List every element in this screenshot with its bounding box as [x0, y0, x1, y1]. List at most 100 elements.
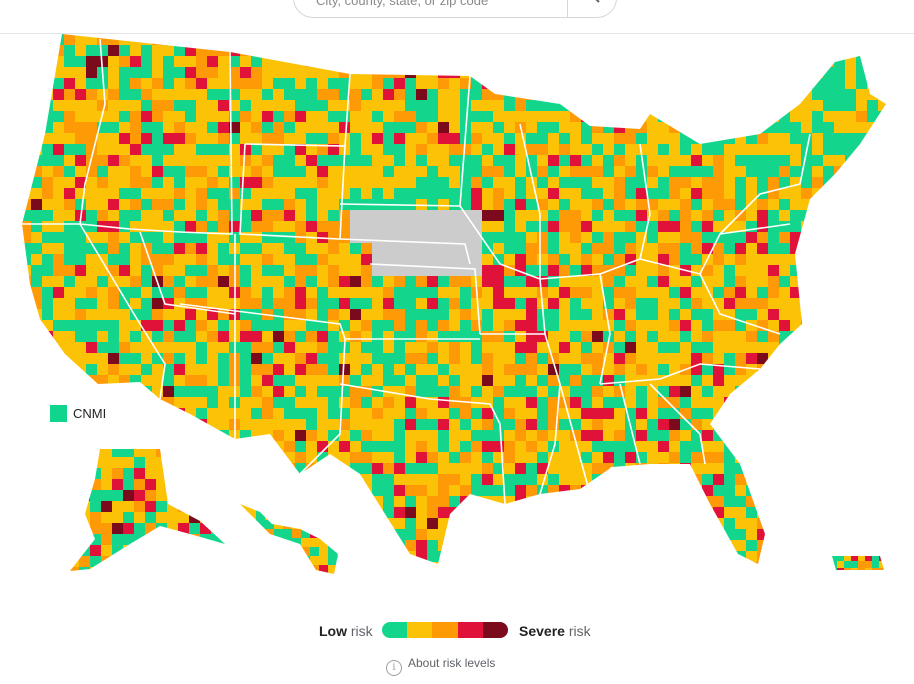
county-cell[interactable]: [559, 45, 571, 57]
county-cell[interactable]: [196, 254, 208, 266]
county-cell[interactable]: [295, 166, 307, 178]
county-cell[interactable]: [878, 67, 889, 79]
county-cell[interactable]: [20, 144, 32, 156]
county-cell[interactable]: [119, 254, 131, 266]
county-cell[interactable]: [394, 89, 406, 101]
county-cell[interactable]: [790, 243, 802, 255]
county-cell[interactable]: [163, 540, 175, 552]
county-cell[interactable]: [691, 166, 703, 178]
county-cell[interactable]: [141, 397, 153, 409]
county-cell[interactable]: [603, 243, 615, 255]
county-cell[interactable]: [295, 342, 307, 354]
county-cell[interactable]: [416, 133, 428, 145]
county-cell[interactable]: [702, 463, 714, 475]
county-cell[interactable]: [625, 78, 637, 90]
county-cell[interactable]: [328, 56, 340, 68]
county-cell[interactable]: [306, 463, 318, 475]
county-cell[interactable]: [20, 518, 32, 530]
county-cell[interactable]: [240, 518, 252, 530]
county-cell[interactable]: [119, 331, 131, 343]
county-cell[interactable]: [405, 518, 417, 530]
county-cell[interactable]: [292, 520, 302, 530]
county-cell[interactable]: [757, 67, 769, 79]
county-cell[interactable]: [614, 562, 626, 573]
county-cell[interactable]: [218, 485, 230, 497]
county-cell[interactable]: [592, 342, 604, 354]
county-cell[interactable]: [834, 507, 846, 519]
county-cell[interactable]: [482, 507, 494, 519]
county-cell[interactable]: [185, 309, 197, 321]
county-cell[interactable]: [658, 364, 670, 376]
county-cell[interactable]: [350, 67, 362, 79]
county-cell[interactable]: [592, 122, 604, 134]
county-cell[interactable]: [372, 166, 384, 178]
county-cell[interactable]: [218, 45, 230, 57]
county-cell[interactable]: [702, 276, 714, 288]
county-cell[interactable]: [526, 122, 538, 134]
county-cell[interactable]: [702, 518, 714, 530]
county-cell[interactable]: [283, 538, 293, 548]
county-cell[interactable]: [53, 155, 65, 167]
county-cell[interactable]: [64, 56, 76, 68]
county-cell[interactable]: [53, 518, 65, 530]
county-cell[interactable]: [504, 364, 516, 376]
county-cell[interactable]: [42, 386, 54, 398]
county-cell[interactable]: [548, 463, 560, 475]
county-cell[interactable]: [746, 408, 758, 420]
county-cell[interactable]: [185, 485, 197, 497]
county-cell[interactable]: [306, 243, 318, 255]
county-cell[interactable]: [570, 320, 582, 332]
county-cell[interactable]: [350, 507, 362, 519]
county-cell[interactable]: [872, 554, 880, 562]
county-cell[interactable]: [592, 386, 604, 398]
county-cell[interactable]: [251, 540, 263, 552]
county-cell[interactable]: [86, 441, 98, 453]
county-cell[interactable]: [284, 210, 296, 222]
county-cell[interactable]: [746, 199, 758, 211]
county-cell[interactable]: [86, 287, 98, 299]
county-cell[interactable]: [262, 463, 274, 475]
county-cell[interactable]: [669, 89, 681, 101]
county-cell[interactable]: [680, 386, 692, 398]
county-cell[interactable]: [757, 34, 769, 46]
county-cell[interactable]: [625, 331, 637, 343]
county-cell[interactable]: [647, 507, 659, 519]
county-cell[interactable]: [350, 496, 362, 508]
county-cell[interactable]: [438, 320, 450, 332]
county-cell[interactable]: [779, 342, 791, 354]
county-cell[interactable]: [174, 364, 186, 376]
county-cell[interactable]: [350, 342, 362, 354]
county-cell[interactable]: [42, 166, 54, 178]
county-cell[interactable]: [256, 556, 266, 566]
county-cell[interactable]: [790, 45, 802, 57]
county-cell[interactable]: [449, 496, 461, 508]
county-cell[interactable]: [152, 320, 164, 332]
county-cell[interactable]: [834, 375, 846, 387]
county-cell[interactable]: [86, 111, 98, 123]
county-cell[interactable]: [262, 419, 274, 431]
county-cell[interactable]: [669, 309, 681, 321]
county-cell[interactable]: [449, 298, 461, 310]
county-cell[interactable]: [768, 78, 780, 90]
county-cell[interactable]: [427, 56, 439, 68]
county-cell[interactable]: [251, 133, 263, 145]
county-cell[interactable]: [504, 463, 516, 475]
county-cell[interactable]: [493, 188, 505, 200]
county-cell[interactable]: [86, 221, 98, 233]
county-cell[interactable]: [680, 507, 692, 519]
county-cell[interactable]: [319, 511, 329, 521]
county-cell[interactable]: [112, 446, 124, 458]
county-cell[interactable]: [625, 408, 637, 420]
county-cell[interactable]: [713, 199, 725, 211]
county-cell[interactable]: [134, 479, 146, 491]
county-cell[interactable]: [724, 364, 736, 376]
county-cell[interactable]: [152, 67, 164, 79]
county-cell[interactable]: [185, 254, 197, 266]
county-cell[interactable]: [735, 89, 747, 101]
county-cell[interactable]: [185, 221, 197, 233]
county-cell[interactable]: [592, 408, 604, 420]
county-cell[interactable]: [405, 298, 417, 310]
county-cell[interactable]: [790, 386, 802, 398]
county-cell[interactable]: [274, 565, 284, 574]
county-cell[interactable]: [867, 67, 879, 79]
